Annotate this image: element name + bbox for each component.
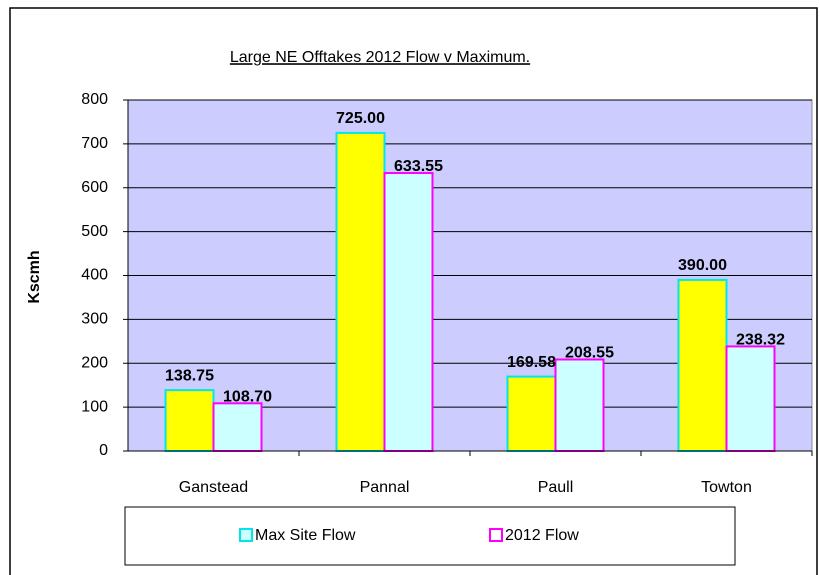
data-label: 108.70 — [223, 389, 272, 406]
x-tick-label: Ganstead — [179, 479, 248, 496]
legend-label: 2012 Flow — [505, 527, 579, 544]
bar — [725, 345, 776, 452]
y-tick-label: 100 — [81, 398, 108, 415]
legend-swatch — [239, 528, 253, 542]
y-tick-label: 300 — [81, 311, 108, 328]
data-label: 208.55 — [565, 345, 614, 362]
y-tick-label: 500 — [81, 223, 108, 240]
y-axis-label: Kscmh — [26, 250, 43, 303]
legend-swatch — [489, 528, 503, 542]
y-tick-label: 600 — [81, 179, 108, 196]
y-tick-label: 800 — [81, 91, 108, 108]
bar — [677, 278, 728, 453]
x-tick-label: Pannal — [360, 479, 410, 496]
bar — [383, 172, 434, 452]
chart-title: Large NE Offtakes 2012 Flow v Maximum. — [230, 49, 530, 66]
bar — [554, 358, 605, 452]
data-label: 238.32 — [736, 332, 785, 349]
data-label: 633.55 — [394, 158, 443, 175]
bar — [212, 402, 263, 452]
x-tick-label: Paull — [538, 479, 574, 496]
bar — [335, 131, 386, 452]
data-label: 169.58 — [507, 354, 556, 371]
x-tick-label: Towton — [701, 479, 752, 496]
legend-label: Max Site Flow — [255, 527, 356, 544]
data-label: 725.00 — [336, 110, 385, 127]
y-tick-label: 700 — [81, 135, 108, 152]
data-label: 138.75 — [165, 367, 214, 384]
legend-box — [124, 506, 736, 566]
bar — [164, 389, 215, 453]
data-label: 390.00 — [678, 257, 727, 274]
y-tick-label: 200 — [81, 354, 108, 371]
y-tick-label: 0 — [99, 442, 108, 459]
bar — [506, 375, 557, 452]
y-tick-label: 400 — [81, 267, 108, 284]
